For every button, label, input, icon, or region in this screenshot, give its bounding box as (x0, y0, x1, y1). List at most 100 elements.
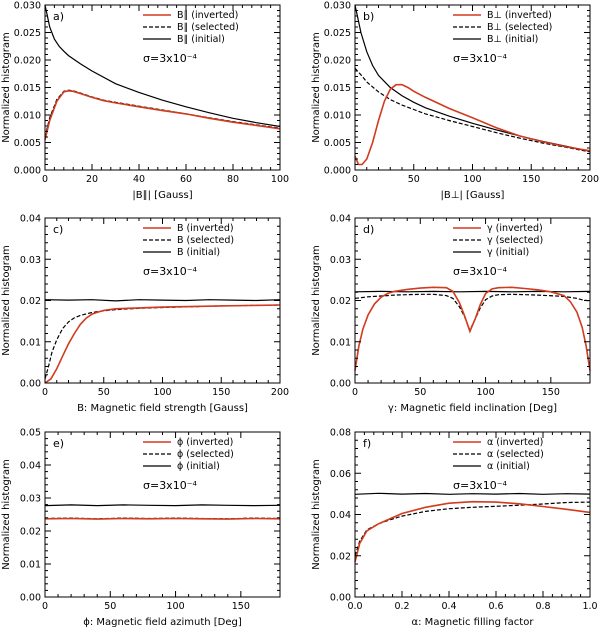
series-line-inverted (354, 286, 591, 371)
series-line-selected (354, 501, 591, 556)
legend-entry-initial: γ (initial) (487, 247, 529, 258)
plot-frame (44, 431, 281, 598)
x-tick-label: 150 (522, 174, 540, 185)
series-line-inverted (354, 500, 591, 563)
series-line-inverted (44, 89, 281, 140)
series-line-initial (44, 504, 281, 507)
x-tick-label: 40 (133, 174, 145, 185)
legend-entry-inverted: α (inverted) (487, 437, 543, 448)
legend-entry-inverted: γ (inverted) (487, 223, 543, 234)
legend-entry-selected: α (selected) (487, 449, 544, 460)
series-line-selected (44, 89, 281, 138)
x-tick-label: 0 (42, 387, 48, 398)
chart-panel-b: 0 50 100 150 200 0.000 0.005 0.010 0.015 0.020 0.0… (311, 1, 599, 202)
y-tick-label: 0.01 (20, 337, 41, 348)
x-tick-label: 0.8 (535, 601, 550, 612)
chart-panel-c: 0 50 100 150 200 0.00 0.01 0.02 0.03 0.04 B: Magne… (1, 214, 289, 415)
series-line-selected (44, 304, 281, 380)
x-tick-label: 0.6 (488, 601, 503, 612)
y-tick-label: 0.015 (14, 83, 41, 94)
sigma-label: σ=3x10⁻⁴ (143, 52, 198, 65)
chart-panel-e: 0 50 100 150 0.00 0.01 0.02 0.03 0.04 0.05 ϕ: Magn… (1, 428, 281, 628)
y-tick-label: 0.00 (330, 593, 351, 604)
plot-frame (354, 217, 591, 384)
legend-entry-selected: B⊥ (selected) (487, 22, 552, 33)
legend-entry-selected: B∥ (selected) (177, 22, 239, 33)
x-axis-label: |B⊥| [Gauss] (441, 190, 505, 201)
legend-entry-selected: γ (selected) (487, 235, 543, 246)
y-tick-label: 0.020 (324, 56, 351, 67)
x-tick-label: 0 (42, 174, 48, 185)
x-tick-label: 50 (98, 387, 110, 398)
y-tick-label: 0.02 (20, 296, 41, 307)
y-tick-label: 0.01 (330, 337, 351, 348)
panel-label: d) (363, 223, 374, 236)
chart-panel-f: 0.0 0.2 0.4 0.6 0.8 1.0 0.00 0.02 0.04 0.06 0.08 α:… (311, 428, 598, 628)
y-axis-label: Normalized histogram (1, 245, 12, 356)
x-tick-label: 100 (463, 174, 481, 185)
y-tick-label: 0.04 (20, 461, 41, 472)
sigma-label: σ=3x10⁻⁴ (143, 479, 198, 492)
y-tick-label: 0.02 (330, 296, 351, 307)
legend-entry-selected: ϕ (selected) (177, 449, 234, 460)
x-tick-label: 0.2 (394, 601, 409, 612)
y-tick-label: 0.04 (330, 510, 351, 521)
y-tick-label: 0.000 (14, 166, 41, 177)
y-axis-label: Normalized histogram (311, 32, 322, 143)
x-tick-label: 150 (542, 387, 560, 398)
series-line-initial (44, 299, 281, 302)
series-line-inverted (44, 517, 281, 520)
x-tick-label: 100 (166, 601, 184, 612)
series-line-inverted (44, 304, 281, 384)
series-line-initial (354, 492, 591, 495)
x-tick-label: 50 (408, 174, 420, 185)
x-tick-label: 200 (581, 174, 599, 185)
sigma-label: σ=3x10⁻⁴ (143, 265, 198, 278)
y-tick-label: 0.00 (20, 593, 41, 604)
x-tick-label: 100 (271, 174, 289, 185)
legend-entry-initial: α (initial) (487, 461, 530, 472)
panel-label: e) (53, 437, 64, 450)
y-tick-label: 0.03 (20, 494, 41, 505)
legend-entry-initial: B∥ (initial) (177, 34, 225, 45)
x-tick-label: 0 (42, 601, 48, 612)
y-tick-label: 0.00 (330, 379, 351, 390)
x-axis-label: |B∥| [Gauss] (132, 190, 192, 201)
x-tick-label: 80 (227, 174, 239, 185)
x-tick-label: 0.0 (347, 601, 362, 612)
sigma-label: σ=3x10⁻⁴ (453, 52, 508, 65)
x-tick-label: 50 (414, 387, 426, 398)
y-tick-label: 0.02 (330, 551, 351, 562)
y-axis-label: Normalized histogram (311, 459, 322, 570)
panel-label: f) (363, 437, 371, 450)
x-tick-label: 150 (232, 601, 250, 612)
sigma-label: σ=3x10⁻⁴ (453, 479, 508, 492)
y-tick-label: 0.030 (324, 1, 351, 12)
panel-label: c) (53, 223, 63, 236)
panel-label: a) (53, 10, 64, 23)
y-tick-label: 0.005 (14, 138, 41, 149)
y-tick-label: 0.025 (14, 28, 41, 39)
x-axis-label: B: Magnetic field strength [Gauss] (77, 403, 248, 414)
x-tick-label: 100 (153, 387, 171, 398)
series-line-inverted (354, 83, 591, 166)
y-tick-label: 0.03 (330, 255, 351, 266)
legend-entry-initial: B (initial) (177, 247, 220, 258)
plot-frame (44, 4, 281, 171)
y-tick-label: 0.020 (14, 56, 41, 67)
y-tick-label: 0.06 (330, 469, 351, 480)
y-tick-label: 0.010 (324, 111, 351, 122)
x-tick-label: 20 (86, 174, 98, 185)
y-tick-label: 0.08 (330, 428, 351, 439)
x-tick-label: 50 (104, 601, 116, 612)
x-axis-label: ϕ: Magnetic field azimuth [Deg] (83, 617, 242, 628)
y-tick-label: 0.01 (20, 560, 41, 571)
legend-entry-inverted: ϕ (inverted) (177, 437, 233, 448)
x-tick-label: 0 (352, 174, 358, 185)
series-line-selected (354, 67, 591, 153)
legend-entry-initial: ϕ (initial) (177, 461, 220, 472)
y-axis-label: Normalized histogram (311, 245, 322, 356)
legend-entry-selected: B (selected) (177, 235, 234, 246)
series-line-initial (44, 4, 281, 128)
